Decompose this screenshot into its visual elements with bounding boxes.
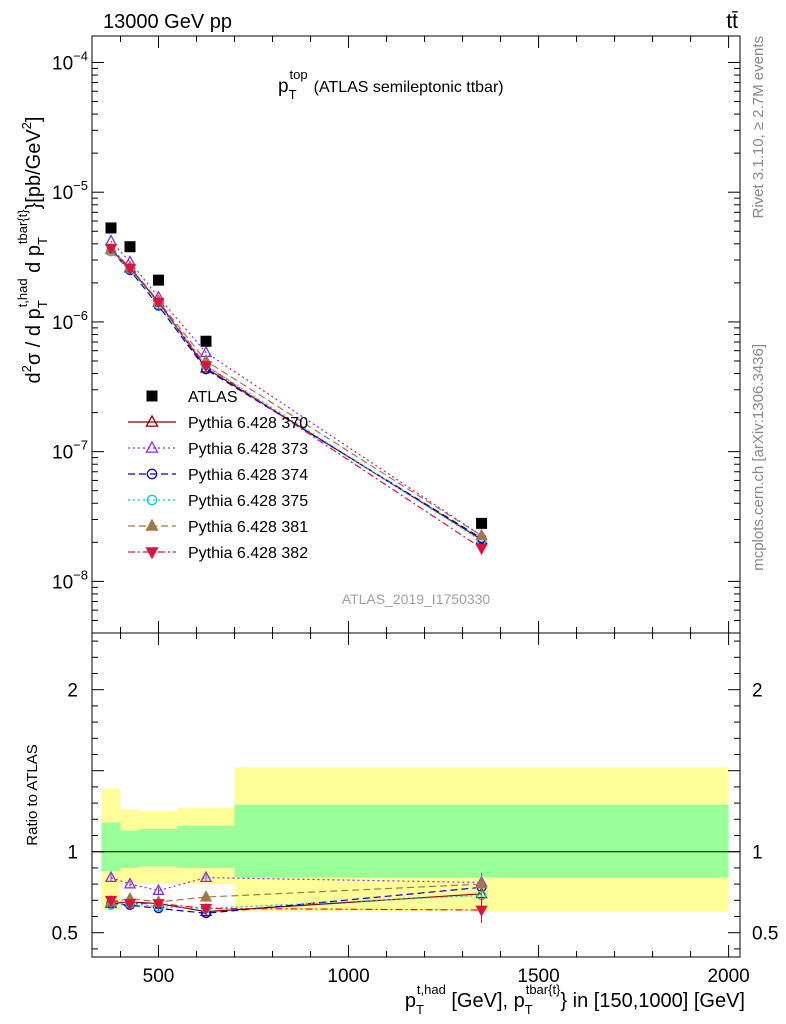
- main-y-tick-label: 10−4: [52, 48, 88, 74]
- legend-label: ATLAS: [188, 389, 238, 406]
- main-y-tick-label: 10−8: [52, 567, 88, 593]
- ratio-x-tick-label: 500: [143, 966, 175, 987]
- ratio-series-point: [199, 904, 213, 916]
- ratio-band-green: [139, 829, 178, 867]
- ratio-y-tick-label-right: 0.5: [752, 924, 778, 945]
- legend-label: Pythia 6.428 370: [188, 415, 308, 432]
- legend-label: Pythia 6.428 375: [188, 493, 308, 510]
- ratio-series-point: [199, 870, 213, 883]
- ratio-x-tick-label: 2000: [707, 966, 749, 987]
- ratio-y-tick-label: 2: [67, 681, 78, 702]
- main-series-point: [123, 263, 137, 275]
- ratio-y-tick-label-right: 1: [752, 843, 763, 864]
- legend-label: Pythia 6.428 382: [188, 545, 308, 562]
- ratio-x-tick-label: 1500: [517, 966, 559, 987]
- mcplots-label: mcplots.cern.ch [arXiv:1306.3436]: [750, 344, 767, 571]
- legend: ATLAS Pythia 6.428 370 Pythia 6.428 373 Pyt…: [128, 389, 308, 562]
- ratio-plot: 0.5 0.5 1 1 2 2 500 1000 1500 2000: [52, 632, 778, 987]
- analysis-id: ATLAS_2019_I1750330: [342, 591, 491, 607]
- legend-label: Pythia 6.428 381: [188, 519, 308, 536]
- x-axis-label: pTt,had [GeV], pTtbar{t}} in [150,1000] …: [405, 982, 745, 1017]
- ratio-y-tick-label-right: 2: [752, 681, 763, 702]
- ratio-ticks: 0.5 0.5 1 1 2 2 500 1000 1500 2000: [52, 633, 778, 987]
- ratio-series-point: [475, 905, 488, 917]
- legend-entry: ATLAS: [146, 389, 238, 406]
- atlas-data-point: [476, 517, 488, 529]
- ratio-x-tick-label: 1000: [327, 966, 369, 987]
- legend-marker: [145, 547, 159, 560]
- legend-entry: Pythia 6.428 375: [128, 493, 308, 510]
- ratio-series-point: [152, 899, 165, 911]
- legend-label: Pythia 6.428 374: [188, 467, 308, 484]
- ratio-band-green: [234, 804, 729, 878]
- main-series-line: [110, 240, 482, 537]
- main-series-point: [199, 361, 213, 373]
- legend-entry: Pythia 6.428 370: [128, 414, 308, 432]
- main-reference-data: [105, 222, 488, 529]
- ratio-series-line: [110, 877, 482, 892]
- main-y-tick-label: 10−7: [52, 438, 88, 464]
- main-series-point: [152, 297, 165, 310]
- plot-title: pTtop(ATLAS semileptonic ttbar): [278, 67, 504, 102]
- legend-marker: [146, 494, 158, 506]
- ratio-series-point: [475, 877, 488, 889]
- atlas-data-point: [153, 274, 165, 286]
- atlas-data-point: [200, 335, 212, 347]
- legend-marker: [146, 390, 158, 402]
- legend-marker: [145, 440, 159, 453]
- ratio-y-axis-label: Ratio to ATLAS: [24, 744, 41, 845]
- ratio-series-point: [199, 890, 213, 902]
- legend-label: Pythia 6.428 373: [188, 441, 308, 458]
- ratio-error-bands: [101, 767, 729, 912]
- legend-entry: Pythia 6.428 373: [128, 440, 308, 458]
- main-y-tick-label: 10−5: [52, 178, 88, 204]
- ratio-series: [104, 895, 488, 923]
- ratio-series-point: [123, 877, 137, 889]
- rivet-label: Rivet 3.1.10, ≥ 2.7M events: [750, 36, 767, 219]
- legend-marker: [146, 468, 158, 480]
- header-right: tt̄: [726, 10, 738, 33]
- legend-marker: [145, 414, 159, 427]
- legend-entry: Pythia 6.428 381: [128, 518, 308, 536]
- ratio-band-green: [120, 830, 140, 868]
- ratio-band-green: [177, 825, 235, 868]
- main-y-ticks: 10−8 10−7 10−6 10−5 10−4: [52, 36, 740, 634]
- main-series-point: [475, 528, 488, 541]
- legend-marker: [145, 518, 159, 531]
- main-series: [104, 243, 488, 556]
- ratio-series-point: [152, 883, 165, 895]
- main-y-tick-label: 10−6: [52, 308, 88, 334]
- ratio-band-green: [101, 822, 121, 872]
- atlas-data-point: [124, 241, 136, 253]
- ratio-plot-frame: [91, 632, 741, 958]
- ratio-series-point: [104, 895, 118, 908]
- main-y-axis-label: d2σ / d pTt,had d pTtbar{t}}[pb/GeV2]: [15, 117, 50, 384]
- legend-entry: Pythia 6.428 382: [128, 545, 308, 562]
- main-series-point: [475, 543, 488, 556]
- header-left: 13000 GeV pp: [103, 11, 232, 33]
- ratio-series-point: [123, 899, 137, 911]
- ratio-y-tick-label: 1: [67, 843, 78, 864]
- atlas-data-point: [105, 222, 117, 234]
- ratio-series-point: [104, 870, 118, 883]
- main-series-point: [104, 243, 118, 256]
- legend-entry: Pythia 6.428 374: [128, 467, 308, 484]
- ratio-y-tick-label: 0.5: [52, 924, 78, 945]
